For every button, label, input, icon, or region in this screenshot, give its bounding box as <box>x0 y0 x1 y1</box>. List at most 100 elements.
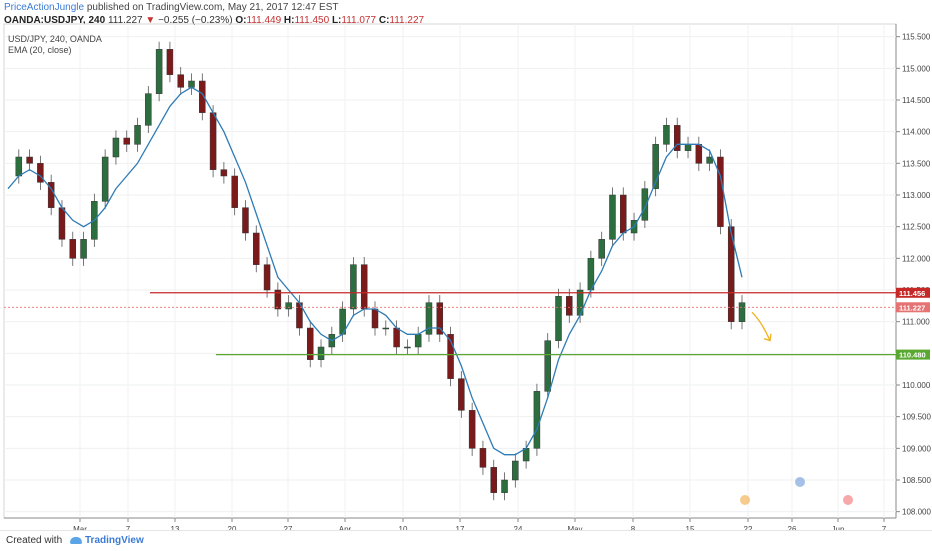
price-tag-resistance-line <box>896 287 930 298</box>
price-tag-label: 111.227 <box>899 303 925 312</box>
y-tick-label: 115.000 <box>902 64 931 73</box>
economic-event-icon <box>843 495 853 505</box>
plot-frame <box>3 23 897 519</box>
y-tick-label: 113.000 <box>902 191 931 200</box>
x-tick-label: 7 <box>882 525 887 530</box>
x-tick-label: 13 <box>171 525 180 530</box>
candle-body <box>15 156 23 177</box>
y-tick-label: 109.500 <box>902 413 931 422</box>
last-price: 111.227 <box>107 15 143 26</box>
candle-body <box>458 378 465 411</box>
down-arrow-icon: ▼ <box>145 15 156 26</box>
candle-body <box>101 156 109 202</box>
candle-body <box>263 264 271 291</box>
candle-body <box>727 226 735 322</box>
y-tick-label: 115.500 <box>902 33 931 42</box>
candle-body <box>188 80 195 88</box>
candle-body <box>544 340 551 392</box>
candle-body <box>501 479 508 493</box>
candle-body <box>26 156 33 164</box>
x-tick-label: Apr <box>339 525 352 530</box>
candle-body <box>738 302 746 322</box>
ema-line <box>7 86 743 456</box>
candle-body <box>566 296 573 316</box>
candle-body <box>425 302 433 335</box>
candle-body <box>177 74 184 88</box>
candle-body <box>468 410 476 449</box>
candle-body <box>479 448 487 468</box>
candle-body <box>134 125 141 145</box>
price-tag-current-price-line <box>896 302 930 313</box>
x-tick-label: 15 <box>686 525 695 530</box>
candle-body <box>414 334 422 348</box>
high-value: 111.450 <box>294 15 330 26</box>
price-change: −0.255 (−0.23%) <box>158 15 233 26</box>
candle-body <box>663 125 670 145</box>
open-value: 111.449 <box>246 15 282 26</box>
candle-body <box>609 194 616 240</box>
chart-header: PriceActionJungle published on TradingVi… <box>4 2 424 27</box>
candle-body <box>684 144 692 151</box>
author-link[interactable]: PriceActionJungle <box>4 2 85 13</box>
x-tick-label: Mar <box>73 525 87 530</box>
ohlc-row: OANDA:USDJPY, 240 111.227 ▼ −0.255 (−0.2… <box>4 15 425 26</box>
x-tick-label: 27 <box>284 525 293 530</box>
candle-body <box>80 239 87 259</box>
chart-legend: USD/JPY, 240, OANDA EMA (20, close) <box>8 34 102 56</box>
y-tick-label: 109.000 <box>902 444 931 453</box>
y-tick-label: 114.500 <box>902 96 931 105</box>
candle-body <box>306 327 314 360</box>
candle-body <box>209 112 217 170</box>
tradingview-logo-icon <box>70 536 82 544</box>
candle-body <box>673 125 681 151</box>
x-tick-label: May <box>567 525 582 530</box>
candle-body <box>274 289 282 310</box>
candle-body <box>253 232 260 265</box>
candle-body <box>404 346 411 349</box>
candle-body <box>393 327 400 348</box>
x-tick-label: 22 <box>744 525 753 530</box>
forecast-arrowhead <box>763 333 772 342</box>
candle-body <box>360 264 368 310</box>
candle-body <box>436 302 444 335</box>
x-tick-label: 17 <box>456 525 465 530</box>
candle-body <box>69 239 77 259</box>
candle-body <box>242 207 249 234</box>
candle-body <box>512 460 519 481</box>
price-tag-label: 111.456 <box>899 289 925 298</box>
economic-event-icon <box>740 495 750 505</box>
legend-indicator[interactable]: EMA (20, close) <box>8 45 72 55</box>
candle-body <box>166 49 174 75</box>
candle-body <box>220 169 228 177</box>
candle-body <box>199 80 206 113</box>
legend-symbol: USD/JPY, 240, OANDA <box>8 34 102 44</box>
candle-body <box>555 296 562 341</box>
close-value: 111.227 <box>389 15 425 26</box>
candle-body <box>37 163 44 183</box>
forecast-arrow <box>751 311 771 341</box>
candle-body <box>371 308 379 329</box>
price-tag-support-line <box>896 349 930 360</box>
y-tick-label: 108.000 <box>902 508 931 517</box>
chart-area[interactable]: 108.000108.500109.000109.500110.000110.5… <box>0 20 932 534</box>
publish-info: published on TradingView.com, May 21, 20… <box>86 2 339 13</box>
candle-body <box>58 207 66 240</box>
x-tick-label: 20 <box>228 525 237 530</box>
y-tick-label: 108.500 <box>902 476 931 485</box>
x-tick-label: 8 <box>631 525 636 530</box>
publish-line: PriceActionJungle published on TradingVi… <box>4 2 424 14</box>
x-tick-label: 24 <box>514 525 523 530</box>
footer: Created with TradingView <box>0 530 932 551</box>
y-tick-label: 114.000 <box>902 128 931 137</box>
price-chart[interactable]: 108.000108.500109.000109.500110.000110.5… <box>0 20 932 534</box>
y-tick-label: 111.000 <box>902 318 930 327</box>
candle-body <box>717 156 724 227</box>
tradingview-brand[interactable]: TradingView <box>70 535 144 546</box>
candle-body <box>112 137 120 158</box>
x-tick-label: 10 <box>399 525 408 530</box>
candle-body <box>317 346 325 360</box>
candle-body <box>285 302 292 310</box>
candle-body <box>598 239 605 259</box>
candle-body <box>706 156 713 164</box>
candle-body <box>231 175 238 208</box>
